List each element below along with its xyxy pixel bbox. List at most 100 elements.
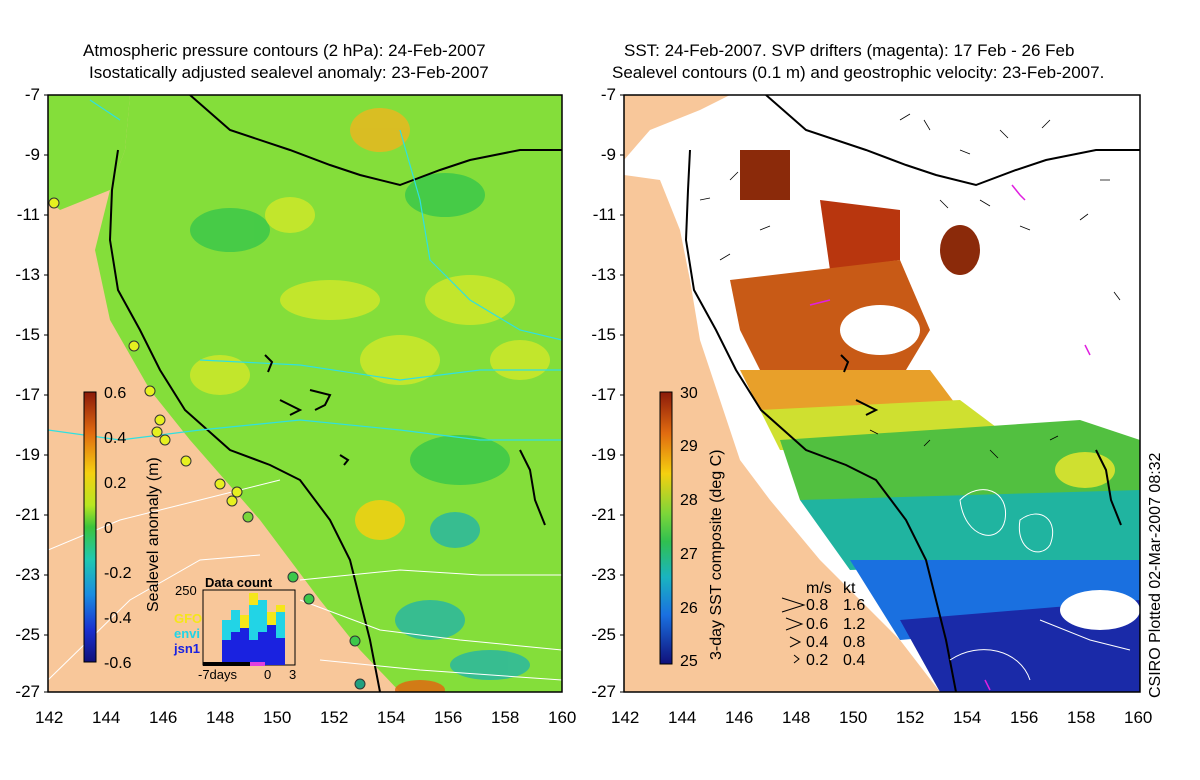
velocity-legend-kt: 0.8 — [843, 634, 866, 651]
left-y-tick: -13 — [15, 265, 40, 284]
left-x-tick: 148 — [206, 708, 235, 727]
left-colorbar-tick: -0.4 — [104, 610, 132, 627]
left-x-tick: 150 — [263, 708, 292, 727]
right-y-tick: -17 — [591, 385, 616, 404]
left-y-tick: -15 — [15, 325, 40, 344]
right-colorbar-tick: 26 — [680, 600, 698, 617]
inset-bar — [267, 625, 276, 665]
right-colorbar-tick: 30 — [680, 385, 698, 402]
velocity-legend-kt: 1.6 — [843, 597, 866, 614]
right-x-tick: 144 — [668, 708, 697, 727]
inset-x-label: 3 — [289, 667, 297, 682]
left-y-tick: -25 — [15, 625, 40, 644]
left-y-tick: -27 — [15, 682, 40, 701]
inset-bar — [276, 638, 285, 665]
right-y-tick: -9 — [600, 145, 616, 164]
sla-anomaly-patches — [190, 108, 550, 692]
right-colorbar-tick: 27 — [680, 546, 698, 563]
left-x-tick: 156 — [434, 708, 463, 727]
right-map-frame — [623, 94, 1141, 693]
left-colorbar-tick: 0.2 — [104, 475, 127, 492]
velocity-legend-ms: 0.6 — [806, 616, 829, 633]
right-x-tick: 160 — [1124, 708, 1153, 727]
left-white-contours — [48, 479, 562, 681]
inset-bar — [258, 632, 267, 665]
right-y-tick: -7 — [600, 85, 616, 104]
left-colorbar-tick: -0.2 — [104, 565, 132, 582]
right-map — [624, 95, 1140, 692]
right-shelf-edge — [684, 149, 957, 692]
left-x-tick: 152 — [320, 708, 349, 727]
inset-legend-envi: envi — [174, 626, 201, 641]
right-y-tick: -23 — [591, 565, 616, 584]
left-title-line1: Atmospheric pressure contours (2 hPa): 2… — [83, 41, 486, 60]
left-sea-field — [48, 95, 562, 692]
left-colorbar-tick: 0 — [104, 520, 113, 537]
left-title-line2: Isostatically adjusted sealevel anomaly:… — [89, 63, 489, 82]
left-colorbar-tick: 0.4 — [104, 430, 127, 447]
svp-drifter-tracks — [809, 184, 1091, 691]
left-map — [48, 95, 562, 692]
inset-bar — [240, 628, 249, 665]
inset-legend-gfo: GFO — [174, 611, 203, 626]
right-title-line1: SST: 24-Feb-2007. SVP drifters (magenta)… — [624, 41, 1075, 60]
velocity-legend-ms: 0.4 — [806, 634, 829, 651]
left-x-tick: 146 — [149, 708, 178, 727]
inset-x-label: -7days — [198, 667, 238, 682]
right-colorbar — [659, 391, 673, 665]
right-islands — [840, 354, 1122, 526]
inset-ymax: 250 — [175, 583, 197, 598]
geostrophic-velocity-arrows — [699, 113, 1121, 459]
left-map-frame — [47, 94, 563, 693]
right-y-tick: -21 — [591, 505, 616, 524]
right-colorbar-tick: 25 — [680, 653, 698, 670]
left-y-tick: -17 — [15, 385, 40, 404]
left-y-tick: -11 — [16, 205, 40, 224]
right-sealevel-contours — [949, 489, 1131, 681]
inset-bar — [249, 605, 258, 665]
right-x-tick: 152 — [896, 708, 925, 727]
plot-credit: CSIRO Plotted 02-Mar-2007 08:32 — [1147, 452, 1164, 698]
left-x-tick: 154 — [377, 708, 406, 727]
left-y-tick: -9 — [24, 145, 40, 164]
right-y-tick: -13 — [591, 265, 616, 284]
inset-legend-jsn1: jsn1 — [174, 641, 201, 656]
left-y-tick: -23 — [15, 565, 40, 584]
right-y-tick: -15 — [591, 325, 616, 344]
left-y-tick: -7 — [24, 85, 40, 104]
right-x-tick: 154 — [953, 708, 982, 727]
left-y-tick: -19 — [15, 445, 40, 464]
sst-field — [730, 150, 1140, 692]
velocity-legend-kt: 0.4 — [843, 652, 866, 669]
right-y-tick: -19 — [591, 445, 616, 464]
left-coastline-png — [189, 95, 562, 187]
left-shelf-edge — [108, 149, 381, 692]
left-x-tick: 142 — [35, 708, 64, 727]
right-title-line2: Sealevel contours (0.1 m) and geostrophi… — [612, 63, 1105, 82]
velocity-legend-ms: 0.2 — [806, 652, 829, 669]
inset-bar — [249, 640, 258, 665]
data-count-inset — [202, 589, 296, 666]
right-x-tick: 150 — [839, 708, 868, 727]
right-x-tick: 142 — [611, 708, 640, 727]
inset-title: Data count — [205, 575, 273, 590]
right-colorbar-tick: 28 — [680, 492, 698, 509]
inset-bar — [231, 632, 240, 665]
axis-ticks — [44, 94, 624, 693]
tide-gauge-markers — [48, 197, 366, 690]
inset-x-label: 0 — [264, 667, 272, 682]
left-y-tick: -21 — [15, 505, 40, 524]
velocity-legend-kt: 1.2 — [843, 616, 866, 633]
velocity-legend-ms: 0.8 — [806, 597, 829, 614]
left-x-tick: 158 — [491, 708, 520, 727]
left-colorbar-tick: 0.6 — [104, 385, 127, 402]
left-colorbar-label: Sealevel anomaly (m) — [145, 457, 162, 612]
right-y-tick: -27 — [591, 682, 616, 701]
right-colorbar-label: 3-day SST composite (deg C) — [708, 449, 725, 660]
right-x-tick: 156 — [1010, 708, 1039, 727]
inset-bar — [222, 640, 231, 665]
velocity-legend-header-kt: kt — [843, 580, 856, 597]
right-colorbar-tick: 29 — [680, 438, 698, 455]
right-y-tick: -11 — [592, 205, 616, 224]
